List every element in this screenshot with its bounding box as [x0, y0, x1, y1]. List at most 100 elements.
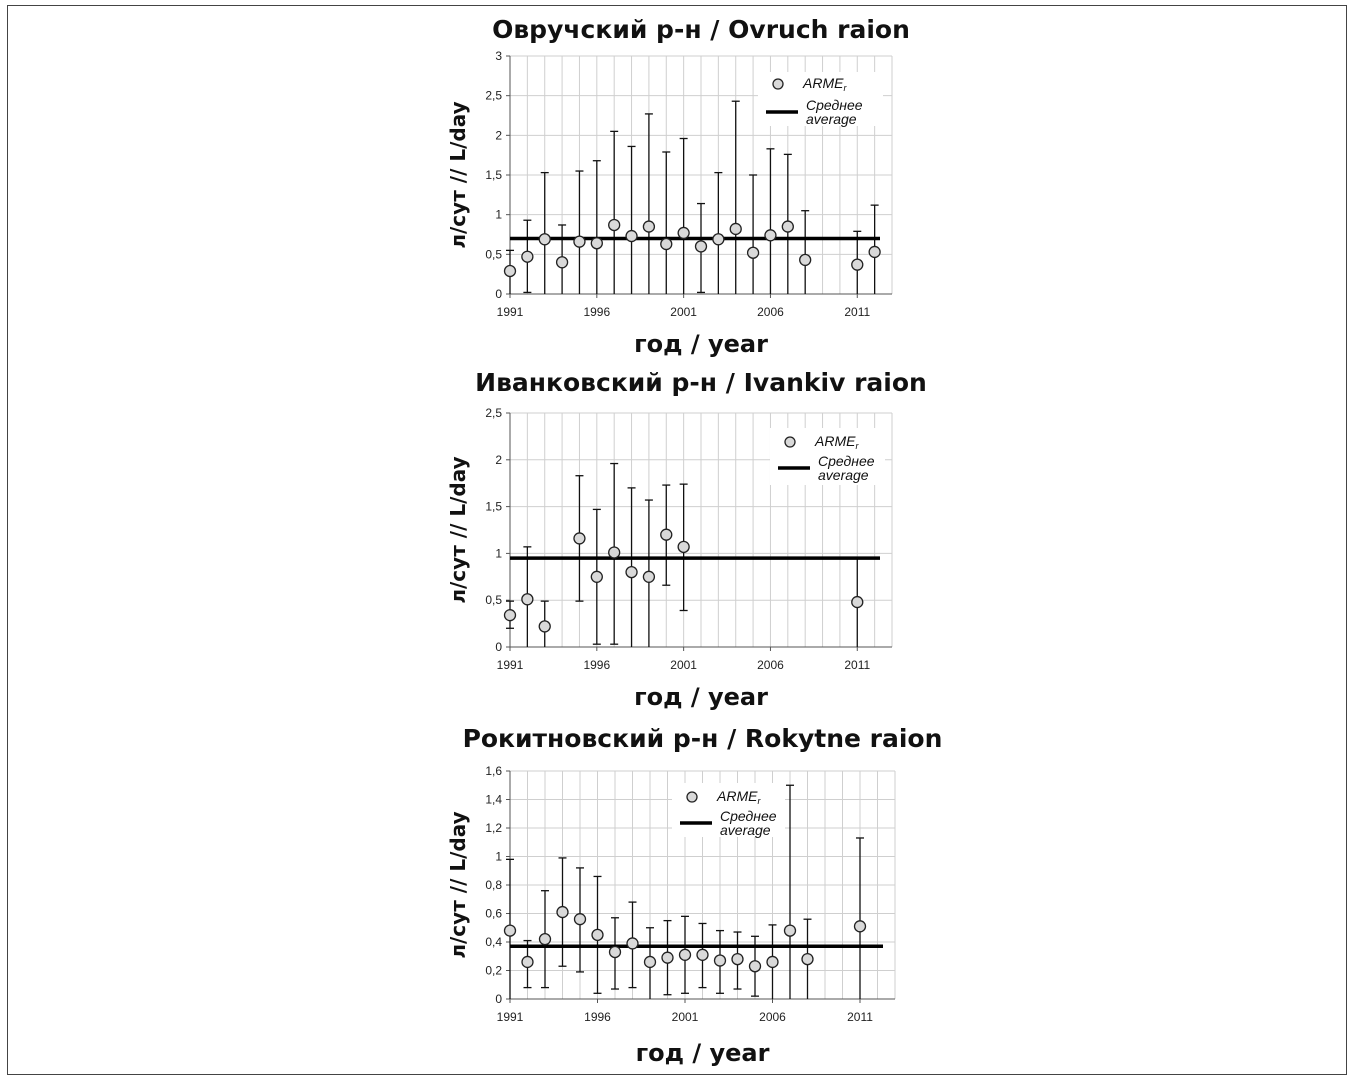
- data-point: [538, 932, 552, 946]
- x-axis-title: год / year: [634, 330, 768, 358]
- x-tick-label: 1996: [583, 658, 610, 672]
- data-point: [764, 229, 777, 242]
- y-tick-label: 0,2: [485, 964, 502, 978]
- data-point: [555, 256, 569, 269]
- data-point: [660, 237, 673, 251]
- y-tick-label: 2,5: [485, 406, 502, 420]
- data-point: [748, 960, 762, 973]
- data-point: [625, 229, 638, 243]
- data-point: [521, 955, 534, 969]
- legend-label-average-en: average: [720, 822, 771, 838]
- x-tick-label: 2011: [847, 1010, 873, 1024]
- y-tick-label: 1: [495, 546, 502, 560]
- data-point: [696, 948, 709, 961]
- data-point: [713, 954, 727, 967]
- data-point: [799, 253, 812, 267]
- x-tick-label: 1991: [497, 1010, 524, 1024]
- x-tick-label: 1996: [584, 1010, 611, 1024]
- data-point: [660, 528, 673, 541]
- data-point: [556, 905, 569, 919]
- legend-marker: [784, 436, 796, 448]
- data-point: [781, 220, 794, 233]
- data-point: [677, 226, 690, 240]
- data-point: [521, 250, 534, 263]
- x-tick-label: 1996: [583, 305, 610, 319]
- data-point: [694, 240, 708, 253]
- y-tick-label: 1,2: [485, 821, 502, 835]
- y-tick-label: 1: [495, 208, 502, 222]
- data-point: [503, 609, 517, 622]
- chart-ivankiv: Иванковский р-н / Ivankiv raion 0 0,5 1 1,5 2…: [446, 368, 927, 711]
- data-point: [642, 570, 656, 583]
- x-tick-label: 1991: [497, 305, 524, 319]
- data-point: [677, 540, 690, 553]
- y-tick-label: 0,5: [485, 593, 502, 607]
- data-point: [590, 237, 603, 250]
- legend-label-average-ru: Среднее: [720, 808, 777, 824]
- data-point: [678, 948, 692, 961]
- x-axis-title: год / year: [634, 683, 768, 711]
- data-point: [503, 264, 517, 278]
- chart-rokytne: Рокитновский р-н / Rokytne raion 0 0,2 0,4 0…: [446, 724, 943, 1067]
- x-tick-label: 2001: [670, 658, 697, 672]
- data-point: [608, 218, 621, 232]
- data-point: [729, 222, 742, 236]
- data-point: [783, 924, 797, 937]
- legend-label-average-en: average: [818, 467, 869, 483]
- data-point: [590, 570, 603, 583]
- y-tick-label: 0: [495, 992, 502, 1006]
- legend-label-arme: ARMEr: [814, 433, 859, 451]
- legend-label-arme: ARMEr: [802, 75, 847, 93]
- data-point: [626, 937, 639, 950]
- x-axis-title: год / year: [636, 1039, 770, 1067]
- chart-title: Овручский р-н / Ovruch raion: [492, 15, 910, 44]
- data-point: [853, 920, 867, 933]
- chart-ovruch: Овручский р-н / Ovruch raion 0 0,5 1 1,5 2 2,5…: [446, 15, 910, 358]
- data-point: [591, 928, 604, 942]
- data-point: [573, 913, 587, 926]
- y-tick-label: 1: [495, 850, 502, 864]
- data-point: [746, 246, 760, 259]
- y-tick-label: 1,4: [485, 793, 502, 807]
- y-tick-label: 1,6: [485, 764, 502, 778]
- data-point: [573, 532, 586, 545]
- data-point: [643, 955, 657, 969]
- chart-title: Иванковский р-н / Ivankiv raion: [475, 368, 927, 397]
- data-point: [731, 952, 744, 966]
- data-point: [503, 924, 517, 937]
- data-point: [868, 245, 881, 259]
- legend-label-average-ru: Среднее: [806, 97, 863, 113]
- y-tick-label: 0,6: [485, 907, 502, 921]
- legend-label-average-ru: Среднее: [818, 453, 875, 469]
- data-point: [538, 620, 551, 633]
- x-tick-label: 2001: [670, 305, 697, 319]
- data-point: [642, 220, 656, 233]
- data-point: [573, 235, 586, 248]
- chart-title: Рокитновский р-н / Rokytne raion: [463, 724, 943, 753]
- data-point: [625, 565, 638, 579]
- y-axis-title: л/сут // L/day: [446, 101, 470, 248]
- x-tick-label: 2006: [757, 305, 784, 319]
- y-tick-label: 1,5: [485, 168, 502, 182]
- x-tick-label: 2011: [844, 658, 870, 672]
- data-point: [851, 258, 864, 271]
- data-point: [712, 233, 725, 246]
- legend-marker: [772, 78, 784, 90]
- legend-label-arme: ARMEr: [716, 788, 761, 806]
- y-tick-label: 0: [495, 640, 502, 654]
- data-point: [661, 951, 674, 964]
- data-point: [801, 952, 814, 966]
- y-tick-label: 2,5: [485, 89, 502, 103]
- data-point: [851, 595, 864, 609]
- y-tick-label: 0,8: [485, 878, 502, 892]
- legend-marker: [686, 791, 698, 803]
- x-tick-label: 2001: [672, 1010, 699, 1024]
- legend-label-average-en: average: [806, 111, 857, 127]
- y-axis-title: л/сут // L/day: [446, 456, 470, 603]
- y-tick-label: 1,5: [485, 500, 502, 514]
- y-axis-title: л/сут // L/day: [446, 811, 470, 958]
- y-tick-label: 0: [495, 287, 502, 301]
- y-tick-label: 3: [495, 49, 502, 63]
- x-tick-label: 2011: [844, 305, 870, 319]
- y-tick-label: 0,5: [485, 247, 502, 261]
